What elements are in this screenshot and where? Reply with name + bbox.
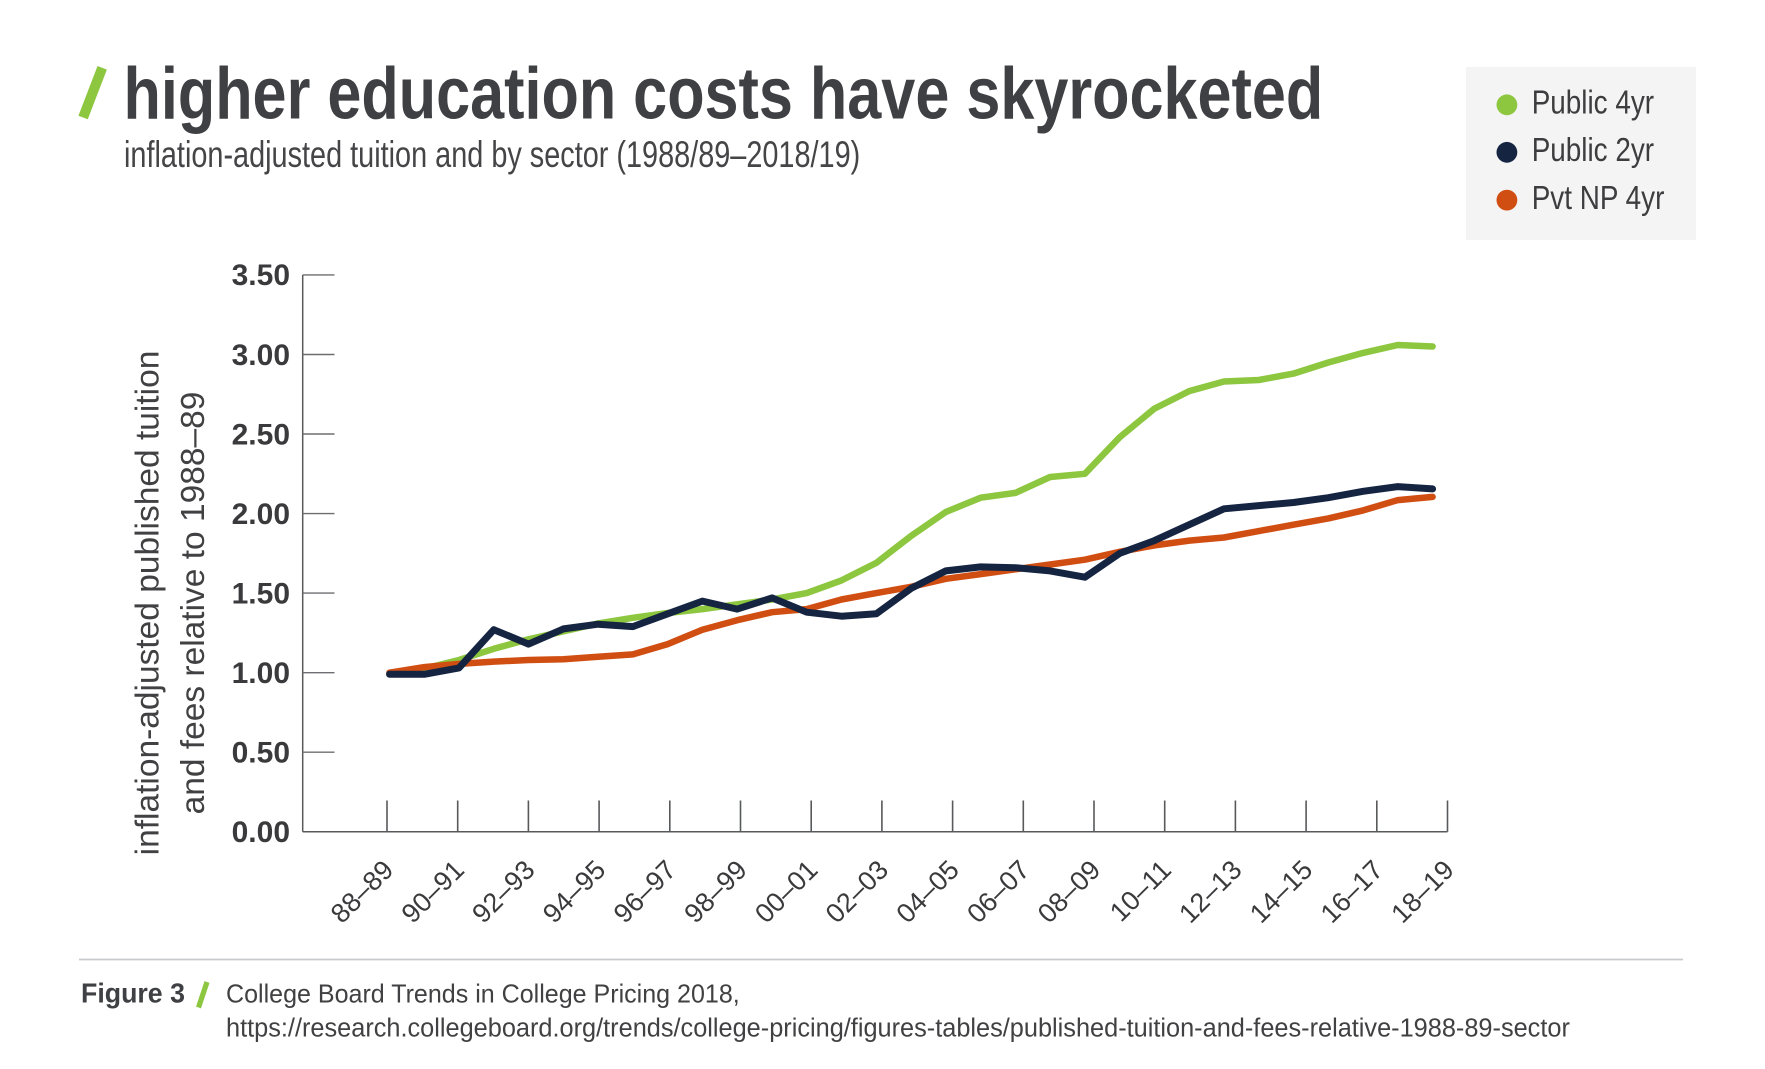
svg-text:18–19: 18–19	[1385, 855, 1459, 929]
svg-text:https://research.collegeboard.: https://research.collegeboard.org/trends…	[226, 1014, 1570, 1042]
svg-text:0.50: 0.50	[232, 737, 290, 770]
svg-text:12–13: 12–13	[1173, 855, 1247, 929]
svg-text:92–93: 92–93	[466, 855, 540, 929]
svg-text:inflation-adjusted tuition and: inflation-adjusted tuition and by sector…	[124, 135, 860, 176]
svg-text:96–97: 96–97	[608, 855, 682, 929]
svg-text:Pvt NP 4yr: Pvt NP 4yr	[1532, 180, 1665, 217]
svg-text:90–91: 90–91	[396, 855, 470, 929]
svg-text:00–01: 00–01	[749, 855, 823, 929]
svg-text:04–05: 04–05	[891, 855, 965, 929]
svg-text:06–07: 06–07	[961, 855, 1035, 929]
svg-text:08–09: 08–09	[1032, 855, 1106, 929]
svg-text:1.50: 1.50	[232, 577, 290, 610]
svg-text:14–15: 14–15	[1244, 855, 1318, 929]
svg-text:2.00: 2.00	[232, 498, 290, 531]
svg-text:94–95: 94–95	[537, 855, 611, 929]
svg-text:10–11: 10–11	[1104, 855, 1177, 928]
svg-text:College Board Trends in Colleg: College Board Trends in College Pricing …	[226, 980, 740, 1009]
svg-text:Public 4yr: Public 4yr	[1532, 85, 1654, 122]
svg-text:3.50: 3.50	[232, 259, 290, 292]
svg-text:1.00: 1.00	[232, 657, 290, 690]
svg-text:2.50: 2.50	[232, 418, 290, 451]
svg-text:0.00: 0.00	[232, 816, 290, 849]
svg-text:16–17: 16–17	[1315, 855, 1389, 929]
svg-text:3.00: 3.00	[232, 339, 290, 372]
svg-text:Public 2yr: Public 2yr	[1532, 132, 1654, 169]
svg-text:inflation-adjusted published t: inflation-adjusted published tuition	[130, 351, 167, 856]
svg-text:02–03: 02–03	[820, 855, 894, 929]
svg-text:higher education costs have sk: higher education costs have skyrocketed	[124, 53, 1324, 134]
svg-text:88–89: 88–89	[325, 855, 399, 929]
svg-text:Figure 3: Figure 3	[81, 977, 185, 1009]
svg-text:and fees relative to 1988–89: and fees relative to 1988–89	[175, 392, 212, 815]
svg-text:98–99: 98–99	[678, 855, 752, 929]
